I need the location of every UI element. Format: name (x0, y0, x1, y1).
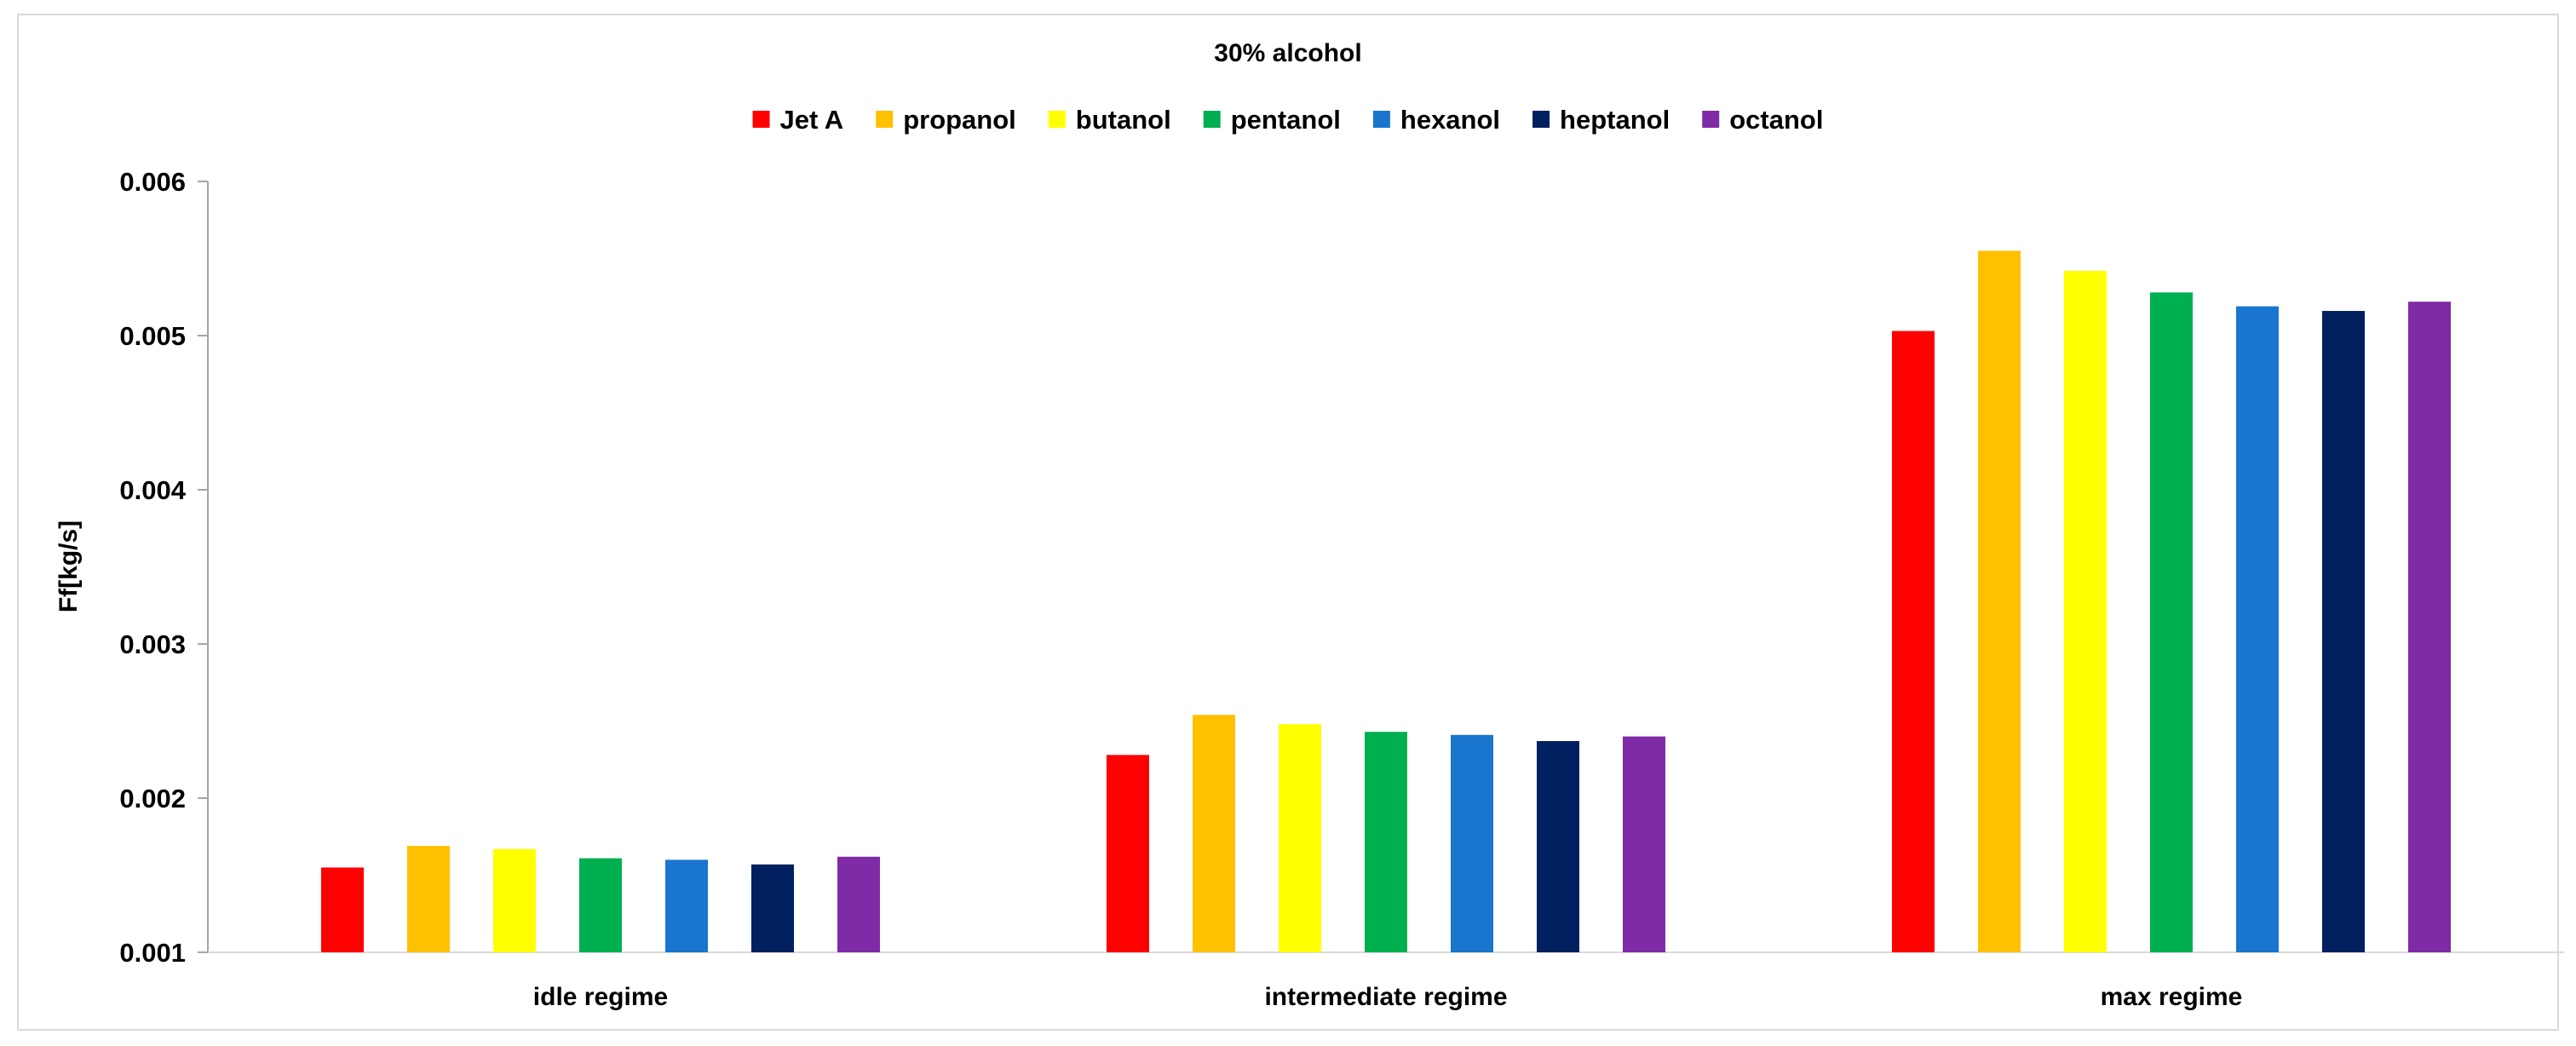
bar-propanol (1193, 715, 1235, 952)
legend-swatch (1532, 111, 1550, 128)
bar-octanol (1623, 736, 1665, 952)
legend-label: propanol (903, 105, 1016, 135)
bar-butanol (493, 848, 536, 952)
y-tick-label: 0.005 (119, 321, 186, 351)
bar-pentanol (579, 858, 622, 952)
y-tick-label: 0.006 (119, 167, 186, 197)
legend-swatch (1203, 111, 1221, 128)
bar-jet-a (1107, 755, 1149, 952)
bar-pentanol (2150, 292, 2193, 952)
x-axis: idle regime intermediate regime max regime (208, 951, 2564, 1011)
bar-butanol (1279, 724, 1321, 952)
legend-label: butanol (1076, 105, 1171, 135)
legend-swatch (1372, 111, 1390, 128)
legend-swatch (876, 111, 894, 128)
bar-heptanol (1537, 741, 1579, 952)
y-axis: 0.001 0.002 0.003 0.004 0.005 0.006 (119, 167, 209, 968)
y-tick-label: 0.001 (119, 938, 186, 968)
bar-jet-a (321, 867, 364, 952)
bar-octanol (2408, 302, 2451, 952)
y-tick-label: 0.003 (119, 629, 186, 659)
bar-pentanol (1365, 732, 1407, 952)
legend-label: octanol (1729, 105, 1823, 135)
legend-swatch (1702, 111, 1720, 128)
legend-label: pentanol (1231, 105, 1341, 135)
bar-butanol (2064, 270, 2107, 953)
legend-swatch (1048, 111, 1066, 128)
bar-heptanol (751, 864, 794, 952)
bar-hexanol (1451, 734, 1493, 952)
legend-label: Jet A (780, 105, 844, 135)
y-tick-label: 0.002 (119, 784, 186, 813)
x-tick-label: max regime (2101, 983, 2243, 1011)
y-tick-label: 0.004 (119, 475, 186, 505)
x-tick-label: intermediate regime (1264, 983, 1507, 1011)
bar-octanol (837, 856, 880, 952)
legend-label: hexanol (1400, 105, 1500, 135)
bar-hexanol (665, 859, 708, 952)
y-axis-label: Ff[kg/s] (55, 520, 83, 612)
bar-jet-a (1892, 330, 1935, 952)
chart-title: 30% alcohol (1214, 39, 1361, 67)
legend-swatch (752, 111, 770, 128)
bar-heptanol (2322, 311, 2365, 952)
bar-propanol (1978, 250, 2021, 952)
bar-hexanol (2236, 306, 2279, 952)
legend-label: heptanol (1560, 105, 1670, 135)
legend: Jet A propanol butanol pentanol hexanol hepta… (752, 105, 1823, 135)
x-tick-label: idle regime (533, 983, 668, 1011)
bars (321, 250, 2451, 953)
bar-propanol (407, 846, 450, 952)
